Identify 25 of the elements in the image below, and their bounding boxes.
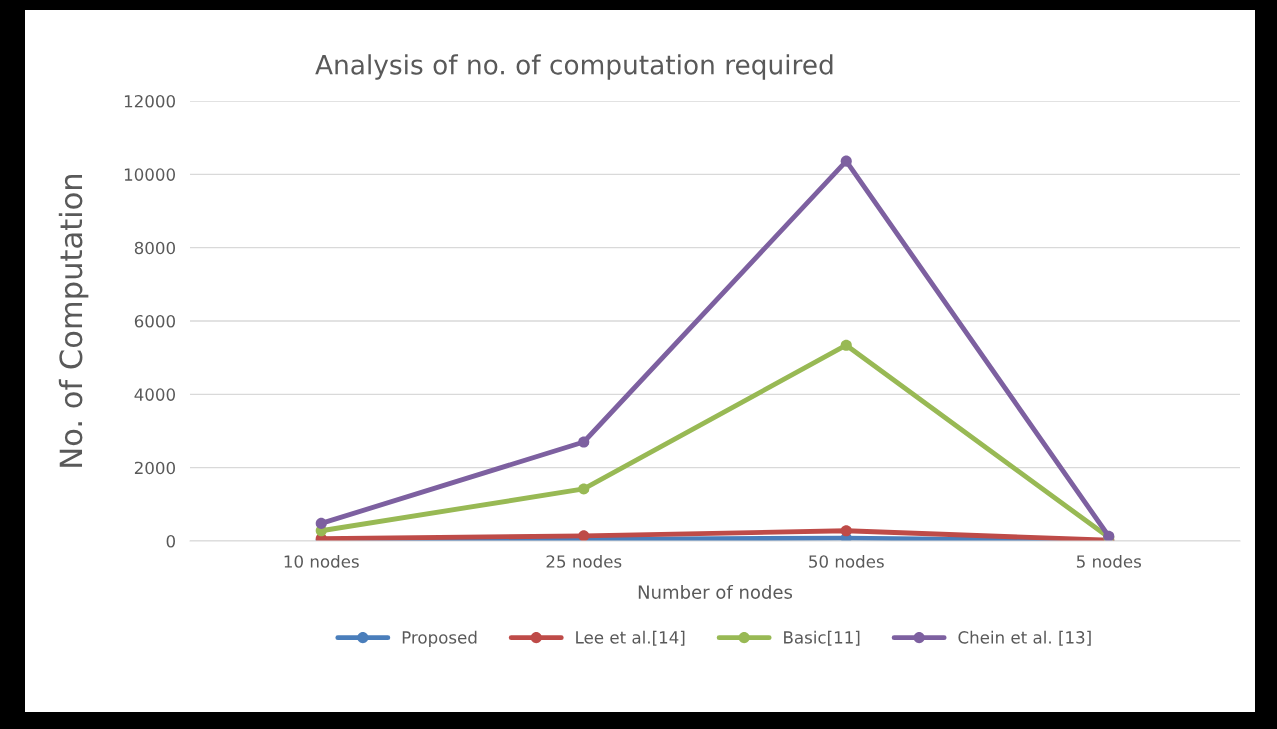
y-axis-title: No. of Computation (58, 174, 89, 467)
point (840, 525, 852, 537)
point (840, 339, 852, 351)
point (840, 155, 852, 167)
x-tick-label: 5 nodes (1076, 554, 1142, 568)
y-tick-label: 8000 (134, 241, 175, 255)
y-tick-label: 10000 (124, 168, 175, 181)
y-tick-label: 4000 (134, 388, 175, 401)
y-tick-label: 6000 (134, 314, 175, 328)
chart-title: Analysis of no. of computation required (315, 54, 833, 80)
legend-label: Proposed (402, 630, 477, 647)
x-tick-label: 10 nodes (284, 554, 359, 568)
legend-label: Basic[11] (784, 630, 860, 646)
y-tick-label: 0 (166, 534, 175, 548)
x-axis-title: Number of nodes (638, 584, 793, 599)
legend-label: Chein et al. [13] (958, 630, 1091, 646)
y-tick-label: 2000 (134, 461, 175, 475)
point (578, 436, 590, 448)
x-tick-label: 25 nodes (546, 554, 622, 568)
y-tick-label: 12000 (124, 94, 175, 108)
legend-label: Lee et al.[14] (576, 630, 685, 646)
point (315, 517, 327, 529)
x-tick-label: 50 nodes (809, 554, 884, 568)
point (578, 530, 590, 541)
point (578, 483, 590, 495)
